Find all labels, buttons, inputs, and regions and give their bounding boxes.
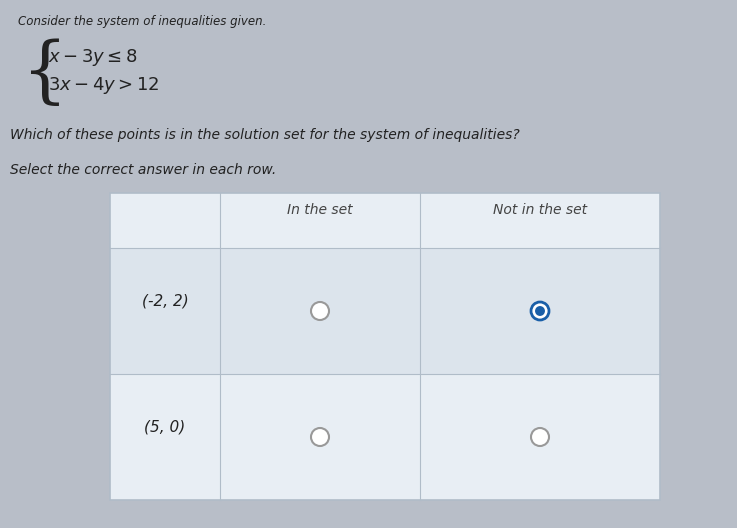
Text: $\mathit{x} - \mathit{3y} \leq \mathit{8}$: $\mathit{x} - \mathit{3y} \leq \mathit{8… xyxy=(48,47,138,68)
Text: Consider the system of inequalities given.: Consider the system of inequalities give… xyxy=(18,15,266,28)
Text: Not in the set: Not in the set xyxy=(493,203,587,218)
Circle shape xyxy=(311,302,329,320)
Text: Select the correct answer in each row.: Select the correct answer in each row. xyxy=(10,163,276,177)
Text: $\mathit{3x} - \mathit{4y} > \mathit{12}$: $\mathit{3x} - \mathit{4y} > \mathit{12}… xyxy=(48,75,160,96)
Circle shape xyxy=(531,302,549,320)
Circle shape xyxy=(535,306,545,316)
FancyBboxPatch shape xyxy=(110,248,660,374)
FancyBboxPatch shape xyxy=(110,193,660,248)
Text: {: { xyxy=(22,38,68,109)
Text: Which of these points is in the solution set for the system of inequalities?: Which of these points is in the solution… xyxy=(10,128,520,142)
Circle shape xyxy=(311,428,329,446)
Circle shape xyxy=(531,428,549,446)
Text: In the set: In the set xyxy=(287,203,353,218)
FancyBboxPatch shape xyxy=(110,374,660,500)
Text: (5, 0): (5, 0) xyxy=(144,420,186,435)
Text: (-2, 2): (-2, 2) xyxy=(142,294,189,308)
